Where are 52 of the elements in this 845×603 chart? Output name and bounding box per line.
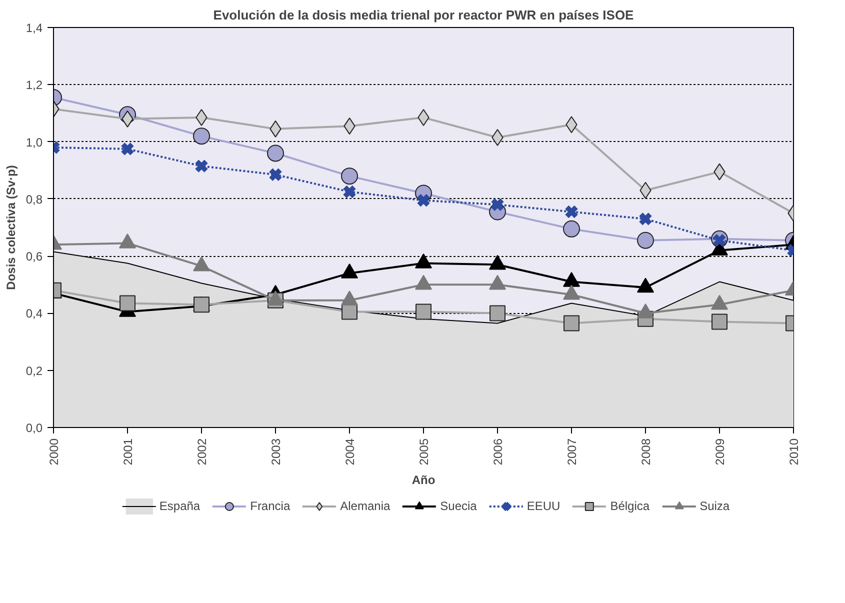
x-tick-label: 2001 bbox=[121, 438, 135, 466]
point bbox=[712, 233, 727, 248]
x-tick-label: 2004 bbox=[343, 438, 357, 466]
y-tick-label: 1,0 bbox=[26, 135, 43, 150]
point bbox=[196, 109, 208, 126]
point bbox=[712, 314, 728, 330]
x-tick-label: 2009 bbox=[713, 438, 727, 466]
legend-label: Alemania bbox=[340, 499, 390, 513]
point bbox=[638, 212, 653, 226]
x-tick-label: 2005 bbox=[417, 438, 431, 466]
y-tick-label: 0,4 bbox=[26, 306, 43, 321]
point bbox=[563, 220, 580, 238]
point bbox=[564, 315, 580, 332]
point bbox=[492, 129, 504, 146]
point bbox=[490, 198, 505, 212]
y-tick-label: 1,2 bbox=[26, 78, 43, 92]
x-tick-label: 2010 bbox=[787, 438, 801, 466]
point bbox=[194, 158, 209, 174]
point bbox=[490, 305, 506, 322]
y-tick-label: 0,6 bbox=[26, 250, 43, 264]
point bbox=[564, 204, 579, 219]
point bbox=[268, 168, 283, 182]
point bbox=[416, 304, 432, 320]
x-tick-label: 2002 bbox=[195, 438, 209, 466]
x-tick-label: 2000 bbox=[47, 438, 61, 466]
point bbox=[267, 144, 284, 162]
x-tick-label: 2006 bbox=[491, 438, 505, 466]
legend-label: Suecia bbox=[440, 499, 477, 513]
legend-label: EEUU bbox=[526, 499, 560, 513]
x-axis-title: Año bbox=[412, 473, 436, 488]
x-tick-label: 2003 bbox=[269, 438, 283, 466]
point bbox=[341, 168, 358, 185]
legend-label: Suiza bbox=[700, 499, 730, 513]
y-tick-label: 0,0 bbox=[26, 421, 43, 435]
point bbox=[120, 295, 136, 312]
point bbox=[418, 109, 430, 126]
point bbox=[193, 128, 210, 145]
point bbox=[342, 184, 357, 199]
point bbox=[416, 193, 431, 208]
y-tick-label: 0,8 bbox=[26, 192, 43, 206]
x-tick-label: 2008 bbox=[639, 438, 653, 466]
legend-label: Bélgica bbox=[610, 499, 650, 513]
legend-label: Francia bbox=[250, 499, 290, 513]
point bbox=[637, 232, 654, 249]
y-axis-title: Dosis colectiva (Sv·p) bbox=[4, 165, 18, 290]
y-tick-label: 1,4 bbox=[26, 21, 43, 35]
x-tick-label: 2007 bbox=[565, 438, 579, 466]
chart-title: Evolución de la dosis media trienal por reactor PWR en países ISOE bbox=[213, 8, 634, 22]
legend-label: España bbox=[159, 499, 200, 513]
point bbox=[342, 304, 358, 320]
y-tick-label: 0,2 bbox=[26, 364, 43, 378]
point bbox=[120, 142, 135, 156]
